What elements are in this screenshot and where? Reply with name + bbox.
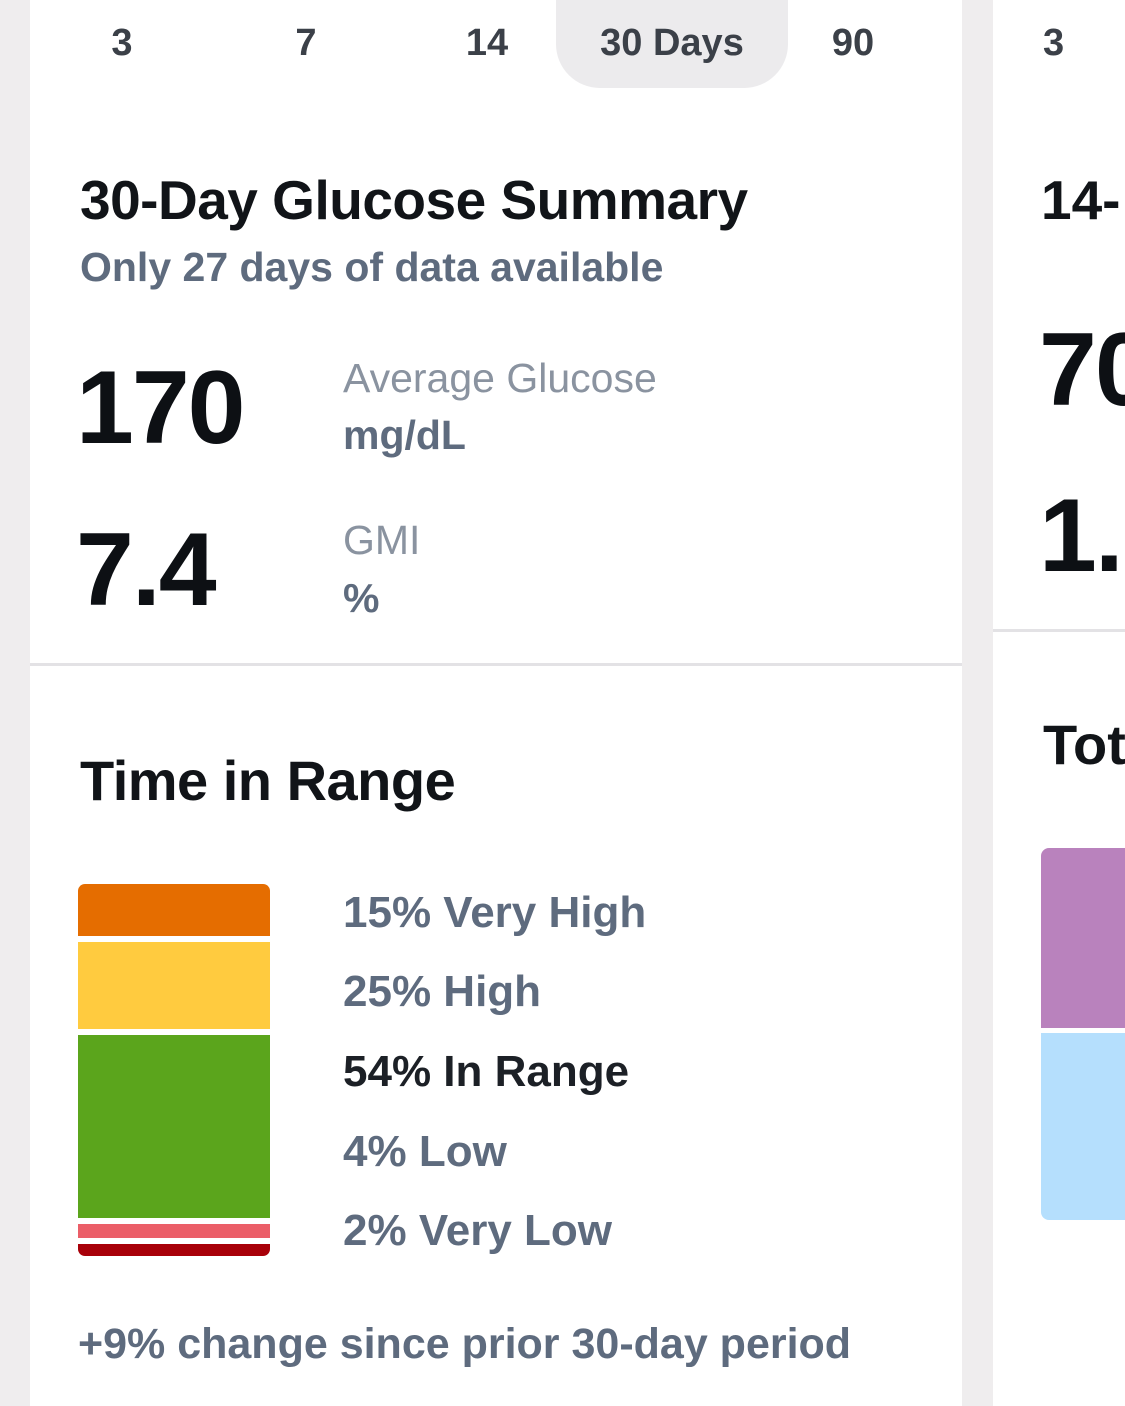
change-note: +9% change since prior 30-day period: [78, 1320, 852, 1368]
range-selector: 3 7 14 30 Days 90: [30, 0, 962, 90]
gmi-value: 7.4: [76, 512, 217, 628]
peek-segment-1: [1041, 848, 1125, 1028]
summary-title: 30-Day Glucose Summary: [80, 169, 748, 231]
peek-value-2: 1.: [1039, 478, 1124, 594]
peek-value-1: 70: [1039, 312, 1125, 428]
range-tab-3[interactable]: 3: [111, 22, 133, 64]
glucose-summary-card: 3 7 14 30 Days 90 30-Day Glucose Summary…: [30, 0, 962, 1406]
average-glucose-label: Average Glucose: [343, 355, 657, 401]
legend-very-low: 2% Very Low: [343, 1206, 613, 1255]
range-tab-7[interactable]: 7: [295, 22, 317, 64]
segment-low: [78, 1224, 270, 1238]
time-in-range-bar: [78, 884, 270, 1256]
section-divider: [30, 663, 962, 666]
average-glucose-value: 170: [76, 350, 246, 466]
legend-high: 25% High: [343, 967, 542, 1016]
next-summary-card-peek[interactable]: 3 14- 70 1. Tot: [993, 0, 1125, 1406]
peek-divider: [993, 629, 1125, 632]
summary-subtitle: Only 27 days of data available: [80, 244, 664, 290]
peek-title: 14-: [1041, 169, 1121, 231]
range-tab-14[interactable]: 14: [465, 22, 509, 64]
peek-section-title: Tot: [1043, 713, 1125, 776]
average-glucose-unit: mg/dL: [343, 412, 466, 458]
segment-very-high: [78, 884, 270, 937]
segment-in-range: [78, 1035, 270, 1219]
range-tab-30-days[interactable]: 30 Days: [556, 0, 788, 88]
legend-in-range: 54% In Range: [343, 1047, 630, 1096]
gmi-unit: %: [343, 575, 380, 621]
peek-range-tab[interactable]: 3: [1043, 22, 1065, 64]
time-in-range-title: Time in Range: [80, 749, 456, 812]
legend-low: 4% Low: [343, 1127, 507, 1176]
peek-stacked-bar: [1041, 848, 1125, 1220]
segment-very-low: [78, 1244, 270, 1256]
segment-high: [78, 942, 270, 1030]
range-tab-90[interactable]: 90: [831, 22, 875, 64]
peek-segment-2: [1041, 1032, 1125, 1220]
gmi-label: GMI: [343, 517, 421, 563]
legend-very-high: 15% Very High: [343, 888, 647, 937]
